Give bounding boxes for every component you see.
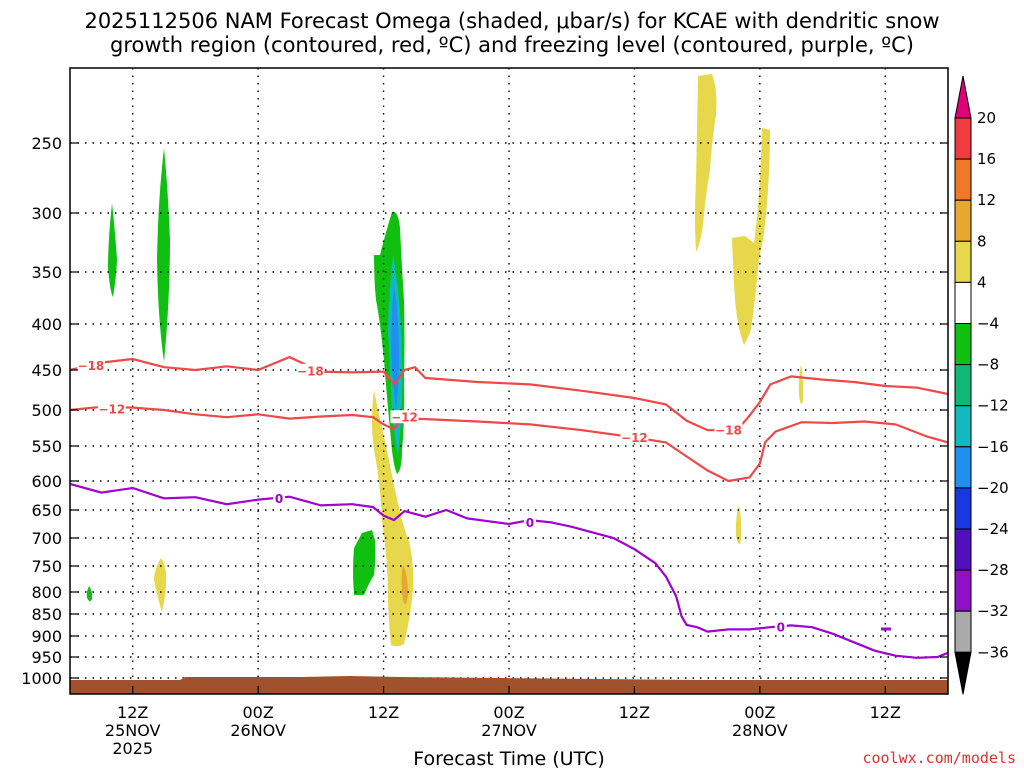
y-axis: 250 300 350 400 450 500 550 600 650 700 750 800 850 9… bbox=[21, 134, 948, 688]
y-tick-label-500: 500 bbox=[31, 401, 62, 420]
y-tick-label-650: 650 bbox=[31, 501, 62, 520]
contour-label-1-0: −12 bbox=[98, 403, 125, 417]
x-tick-label-12-0: 12Z bbox=[117, 703, 148, 722]
omega-region-yellow-small4 bbox=[735, 505, 742, 544]
contour-minus12c bbox=[69, 405, 949, 483]
terrain-bump bbox=[180, 676, 700, 680]
contour-label-2-1: 0 bbox=[526, 516, 534, 530]
contour-label-0-0: −18 bbox=[78, 359, 105, 373]
contour-0c bbox=[69, 482, 949, 659]
colorbar-label-5: −4 bbox=[977, 315, 999, 333]
contour-label-0-2: −18 bbox=[715, 424, 742, 438]
omega-region-green-lower bbox=[353, 530, 376, 595]
y-tick-label-850: 850 bbox=[31, 605, 62, 624]
x-tick-label-24-0: 00Z bbox=[242, 703, 273, 722]
colorbar-swatch-6 bbox=[954, 364, 972, 407]
y-tick-label-350: 350 bbox=[31, 263, 62, 282]
contour-lines: −18 −18 −18 −12 −12 −12 0 0 0 bbox=[69, 355, 949, 659]
colorbar-label-3: 8 bbox=[977, 232, 987, 250]
chart-title-line1: 2025112506 NAM Forecast Omega (shaded, μ… bbox=[84, 9, 939, 33]
contour-label-0-1: −18 bbox=[297, 364, 324, 378]
colorbar-label-10: −24 bbox=[977, 520, 1009, 538]
colorbar-label-4: 4 bbox=[977, 273, 987, 291]
contour-label-bg bbox=[76, 358, 105, 372]
x-tick-label-72-1: 28NOV bbox=[732, 721, 788, 740]
colorbar-swatch-1 bbox=[954, 158, 972, 201]
contour-label-bg bbox=[273, 491, 286, 505]
x-tick-label-72-0: 00Z bbox=[744, 703, 775, 722]
contour-label-bg bbox=[714, 423, 743, 437]
colorbar-swatch-5 bbox=[954, 323, 972, 366]
y-tick-label-700: 700 bbox=[31, 529, 62, 548]
omega-region-green-1 bbox=[108, 203, 117, 297]
colorbar-label-7: −12 bbox=[977, 397, 1009, 415]
contour-label-2-2: 0 bbox=[777, 620, 785, 634]
colorbar-swatch-11 bbox=[954, 569, 972, 612]
x-tick-label-48-1: 27NOV bbox=[481, 721, 537, 740]
colorbar-label-8: −16 bbox=[977, 438, 1009, 456]
plot-area bbox=[70, 68, 948, 694]
colorbar-swatch-2 bbox=[954, 199, 972, 242]
y-tick-label-1000: 1000 bbox=[21, 669, 62, 688]
contour-label-bg bbox=[296, 363, 325, 377]
y-tick-label-600: 600 bbox=[31, 472, 62, 491]
y-tick-label-450: 450 bbox=[31, 361, 62, 380]
contour-minus18c bbox=[69, 355, 949, 432]
omega-region-yellow-upper2 bbox=[732, 128, 770, 345]
colorbar-swatch-4 bbox=[954, 281, 972, 324]
colorbar-over-triangle bbox=[954, 75, 972, 119]
colorbar-label-6: −8 bbox=[977, 356, 999, 374]
contour-label-bg bbox=[523, 515, 536, 529]
x-tick-label-36-0: 12Z bbox=[368, 703, 399, 722]
credit-text: coolwx.com/models bbox=[862, 749, 1016, 767]
colorbar-swatch-9 bbox=[954, 487, 972, 530]
colorbar-label-0: 20 bbox=[977, 109, 996, 127]
y-tick-label-800: 800 bbox=[31, 583, 62, 602]
colorbar-swatch-0 bbox=[954, 117, 972, 160]
x-tick-label-24-1: 26NOV bbox=[230, 721, 286, 740]
contour-label-1-2: −12 bbox=[621, 431, 648, 445]
omega-region-orange-core bbox=[401, 565, 408, 604]
x-axis-title: Forecast Time (UTC) bbox=[413, 748, 604, 768]
colorbar: 20 16 12 8 4 −4 −8 −12 −16 −20 −24 −28 −32 −36 bbox=[954, 75, 1009, 695]
omega-region-yellow-upper1 bbox=[695, 74, 717, 252]
contour-label-2-0: 0 bbox=[275, 492, 283, 506]
y-tick-label-950: 950 bbox=[31, 648, 62, 667]
contour-label-bg bbox=[774, 619, 787, 633]
x-tick-label-12-2: 2025 bbox=[112, 739, 153, 758]
contour-label-bg bbox=[620, 430, 649, 444]
y-tick-label-900: 900 bbox=[31, 627, 62, 646]
contour-label-1-1: −12 bbox=[391, 411, 418, 425]
colorbar-swatch-8 bbox=[954, 446, 972, 489]
chart-title-line2: growth region (contoured, red, ºC) and f… bbox=[110, 33, 914, 57]
x-tick-label-84-0: 12Z bbox=[870, 703, 901, 722]
colorbar-label-11: −28 bbox=[977, 561, 1009, 579]
omega-region-yellow-1 bbox=[154, 558, 167, 612]
omega-region-green-3 bbox=[86, 586, 93, 602]
colorbar-label-2: 12 bbox=[977, 191, 996, 209]
x-tick-label-12-1: 25NOV bbox=[105, 721, 161, 740]
y-tick-label-550: 550 bbox=[31, 437, 62, 456]
omega-region-green-2 bbox=[157, 148, 170, 362]
y-tick-label-400: 400 bbox=[31, 315, 62, 334]
contour-label-bg bbox=[390, 410, 419, 424]
colorbar-label-12: −32 bbox=[977, 602, 1009, 620]
colorbar-label-1: 16 bbox=[977, 150, 996, 168]
y-tick-label-750: 750 bbox=[31, 557, 62, 576]
colorbar-swatch-12 bbox=[954, 610, 972, 653]
x-tick-label-48-0: 00Z bbox=[493, 703, 524, 722]
y-tick-label-250: 250 bbox=[31, 134, 62, 153]
x-tick-label-60-0: 12Z bbox=[619, 703, 650, 722]
colorbar-label-13: −36 bbox=[977, 643, 1009, 661]
y-tick-label-300: 300 bbox=[31, 204, 62, 223]
colorbar-swatch-3 bbox=[954, 240, 972, 283]
colorbar-swatch-7 bbox=[954, 405, 972, 448]
colorbar-swatch-10 bbox=[954, 528, 972, 571]
colorbar-label-9: −20 bbox=[977, 479, 1009, 497]
omega-region-yellow-small3 bbox=[798, 364, 804, 404]
contour-label-bg bbox=[97, 402, 126, 416]
colorbar-under-triangle bbox=[954, 651, 972, 695]
